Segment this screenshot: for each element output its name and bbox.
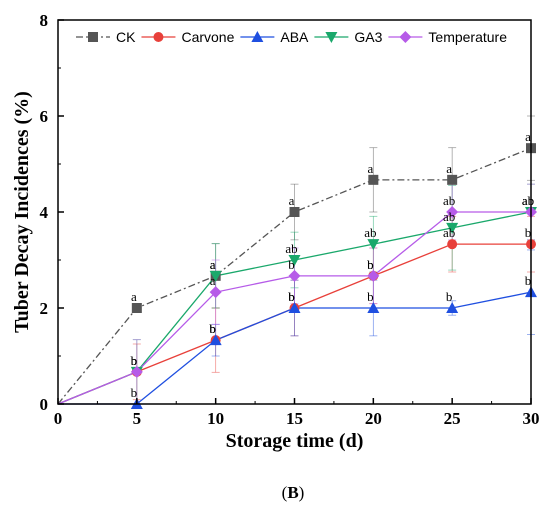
aba-sig-label: b: [131, 385, 138, 400]
y-tick-label: 6: [40, 107, 49, 126]
x-tick-label: 20: [365, 409, 382, 428]
aba-sig-label: b: [209, 321, 216, 336]
legend-marker-ga3: [325, 32, 338, 43]
error-bars: [132, 115, 535, 405]
x-tick-label: 0: [54, 409, 63, 428]
x-tick-label: 10: [207, 409, 224, 428]
aba-point: [446, 302, 459, 313]
legend-marker-ck: [88, 32, 98, 42]
ck-sig-label: a: [525, 129, 531, 144]
axis-ticks: 0 5 10 15 20 25 30 0 2 4 6 8: [40, 11, 540, 428]
ga3-point: [288, 255, 301, 266]
temperature-sig-label: ab: [522, 193, 534, 208]
ga3-sig-label: ab: [443, 209, 455, 224]
temperature-point: [130, 365, 143, 378]
ga3-sig-label: b: [131, 353, 138, 368]
panel-label-close: ): [299, 483, 305, 502]
x-axis-title: Storage time (d): [226, 430, 364, 452]
ga3-point: [367, 239, 380, 251]
temperature-point: [446, 206, 459, 218]
carvone-sig-label: b: [525, 225, 532, 240]
y-tick-label: 8: [40, 11, 49, 30]
ck-sig-label: a: [210, 257, 216, 272]
carvone-sig-label: b: [209, 321, 216, 336]
legend-label-ck: CK: [116, 29, 136, 45]
temperature-sig-label: b: [288, 257, 295, 272]
temperature-sig-label: a: [210, 273, 216, 288]
aba-sig-label: b: [446, 289, 453, 304]
temperature-sig-label: b: [367, 257, 374, 272]
temperature-sig-label: b: [131, 353, 138, 368]
ga3-sig-label: ab: [285, 241, 297, 256]
panel-label-open: (: [282, 483, 288, 502]
temperature-point: [209, 286, 222, 299]
ck-point: [131, 303, 142, 313]
legend-label-carvone: Carvone: [181, 29, 234, 45]
legend-marker-carvone: [153, 32, 164, 42]
ga3-sig-label: a: [210, 257, 216, 272]
y-axis-title: Tuber Decay Incidences (%): [11, 91, 33, 333]
x-tick-label: 30: [523, 409, 540, 428]
y-tick-label: 0: [40, 395, 49, 414]
carvone-sig-label: b: [288, 289, 295, 304]
carvone-sig-label: ab: [443, 225, 455, 240]
legend-marker-temperature: [399, 31, 412, 43]
y-tick-label: 2: [40, 299, 49, 318]
x-tick-label: 25: [444, 409, 461, 428]
legend-marker-aba: [251, 31, 264, 42]
panel-label-letter: B: [287, 483, 298, 502]
x-tick-label: 15: [286, 409, 303, 428]
carvone-sig-label: b: [131, 353, 138, 368]
ck-point: [368, 174, 379, 185]
ck-sig-label: a: [131, 289, 137, 304]
x-tick-label: 5: [133, 409, 142, 428]
temperature-point: [367, 269, 380, 282]
legend: CK Carvone ABA GA3 Temperature: [76, 29, 507, 45]
legend-label-aba: ABA: [280, 29, 309, 45]
panel-label: (B): [282, 483, 305, 502]
ck-sig-label: a: [446, 161, 452, 176]
temperature-sig-label: ab: [443, 193, 455, 208]
legend-label-ga3: GA3: [354, 29, 382, 45]
legend-label-temperature: Temperature: [428, 29, 507, 45]
carvone-point: [447, 239, 458, 250]
ck-point: [447, 174, 458, 185]
aba-sig-label: b: [525, 273, 532, 288]
aba-point: [288, 302, 301, 313]
ck-sig-label: a: [289, 193, 295, 208]
ck-sig-label: a: [367, 161, 373, 176]
aba-sig-label: b: [288, 289, 295, 304]
ga3-point: [446, 222, 459, 234]
carvone-sig-label: b: [367, 257, 374, 272]
aba-sig-label: b: [367, 289, 374, 304]
y-tick-label: 4: [40, 203, 49, 222]
ga3-point: [209, 270, 222, 282]
ck-point: [289, 207, 300, 217]
temperature-point: [288, 269, 301, 282]
aba-point: [209, 334, 222, 346]
ga3-sig-label: ab: [364, 225, 376, 240]
aba-point: [367, 302, 380, 313]
